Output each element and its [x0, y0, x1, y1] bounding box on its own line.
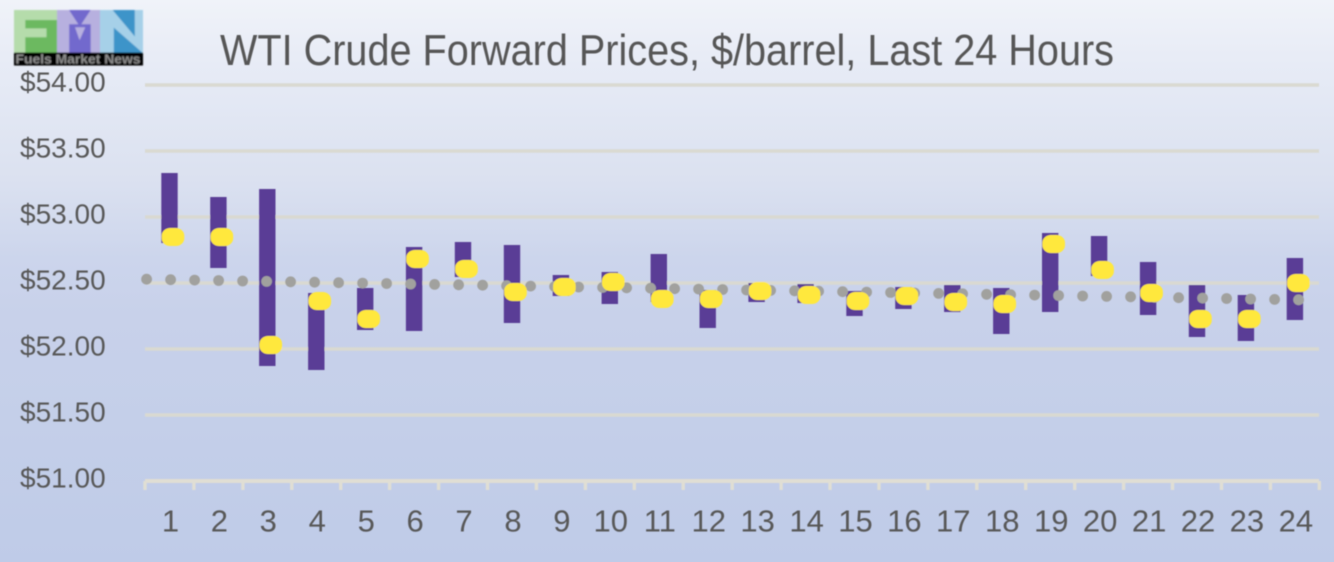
svg-text:14: 14 [789, 503, 823, 538]
svg-text:$52.50: $52.50 [20, 265, 106, 296]
svg-text:22: 22 [1181, 503, 1215, 538]
svg-text:7: 7 [455, 503, 472, 538]
svg-text:16: 16 [887, 503, 921, 538]
svg-text:$51.50: $51.50 [20, 397, 106, 428]
svg-text:$53.50: $53.50 [20, 133, 106, 164]
svg-text:10: 10 [594, 503, 628, 538]
svg-text:Fuels Market News: Fuels Market News [16, 52, 141, 67]
svg-text:5: 5 [358, 503, 375, 538]
svg-text:15: 15 [838, 503, 872, 538]
svg-text:WTI Crude Forward Prices, $/ba: WTI Crude Forward Prices, $/barrel, Last… [220, 27, 1114, 75]
svg-text:21: 21 [1132, 503, 1166, 538]
svg-text:$53.00: $53.00 [20, 199, 106, 230]
svg-text:8: 8 [504, 503, 521, 538]
svg-text:20: 20 [1083, 503, 1117, 538]
svg-text:2: 2 [211, 503, 228, 538]
svg-text:1: 1 [162, 503, 179, 538]
svg-text:3: 3 [260, 503, 277, 538]
svg-text:$52.00: $52.00 [20, 331, 106, 362]
svg-text:11: 11 [644, 503, 676, 538]
svg-text:12: 12 [691, 503, 725, 538]
svg-text:6: 6 [406, 503, 423, 538]
svg-text:17: 17 [936, 503, 970, 538]
svg-text:23: 23 [1230, 503, 1264, 538]
svg-text:18: 18 [985, 503, 1019, 538]
svg-text:9: 9 [553, 503, 570, 538]
svg-text:4: 4 [309, 503, 326, 538]
svg-text:$51.00: $51.00 [20, 463, 106, 494]
svg-text:24: 24 [1279, 503, 1313, 538]
svg-text:$54.00: $54.00 [20, 67, 106, 98]
svg-text:13: 13 [740, 503, 774, 538]
svg-text:19: 19 [1034, 503, 1068, 538]
